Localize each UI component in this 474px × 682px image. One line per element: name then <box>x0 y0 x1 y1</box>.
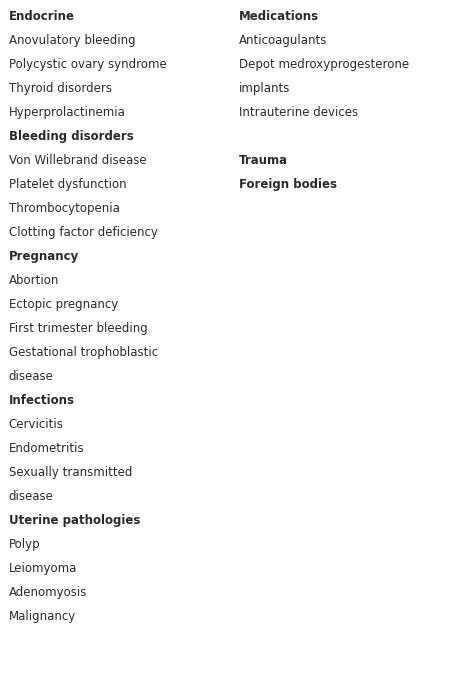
Text: disease: disease <box>9 490 54 503</box>
Text: Hyperprolactinemia: Hyperprolactinemia <box>9 106 126 119</box>
Text: Adenomyosis: Adenomyosis <box>9 586 87 599</box>
Text: Intrauterine devices: Intrauterine devices <box>239 106 358 119</box>
Text: Ectopic pregnancy: Ectopic pregnancy <box>9 298 118 311</box>
Text: Thyroid disorders: Thyroid disorders <box>9 82 111 95</box>
Text: Endocrine: Endocrine <box>9 10 74 23</box>
Text: disease: disease <box>9 370 54 383</box>
Text: Abortion: Abortion <box>9 274 59 287</box>
Text: Bleeding disorders: Bleeding disorders <box>9 130 133 143</box>
Text: Platelet dysfunction: Platelet dysfunction <box>9 178 126 191</box>
Text: Anovulatory bleeding: Anovulatory bleeding <box>9 34 135 47</box>
Text: Pregnancy: Pregnancy <box>9 250 79 263</box>
Text: Medications: Medications <box>239 10 319 23</box>
Text: Malignancy: Malignancy <box>9 610 76 623</box>
Text: First trimester bleeding: First trimester bleeding <box>9 322 147 335</box>
Text: Clotting factor deficiency: Clotting factor deficiency <box>9 226 157 239</box>
Text: Depot medroxyprogesterone: Depot medroxyprogesterone <box>239 58 410 71</box>
Text: Endometritis: Endometritis <box>9 442 84 455</box>
Text: Uterine pathologies: Uterine pathologies <box>9 514 140 527</box>
Text: Anticoagulants: Anticoagulants <box>239 34 328 47</box>
Text: Polycystic ovary syndrome: Polycystic ovary syndrome <box>9 58 166 71</box>
Text: Von Willebrand disease: Von Willebrand disease <box>9 154 146 167</box>
Text: implants: implants <box>239 82 291 95</box>
Text: Cervicitis: Cervicitis <box>9 418 64 431</box>
Text: Leiomyoma: Leiomyoma <box>9 562 77 575</box>
Text: Thrombocytopenia: Thrombocytopenia <box>9 202 119 215</box>
Text: Foreign bodies: Foreign bodies <box>239 178 337 191</box>
Text: Trauma: Trauma <box>239 154 289 167</box>
Text: Sexually transmitted: Sexually transmitted <box>9 466 132 479</box>
Text: Gestational trophoblastic: Gestational trophoblastic <box>9 346 158 359</box>
Text: Polyp: Polyp <box>9 538 40 551</box>
Text: Infections: Infections <box>9 394 74 407</box>
